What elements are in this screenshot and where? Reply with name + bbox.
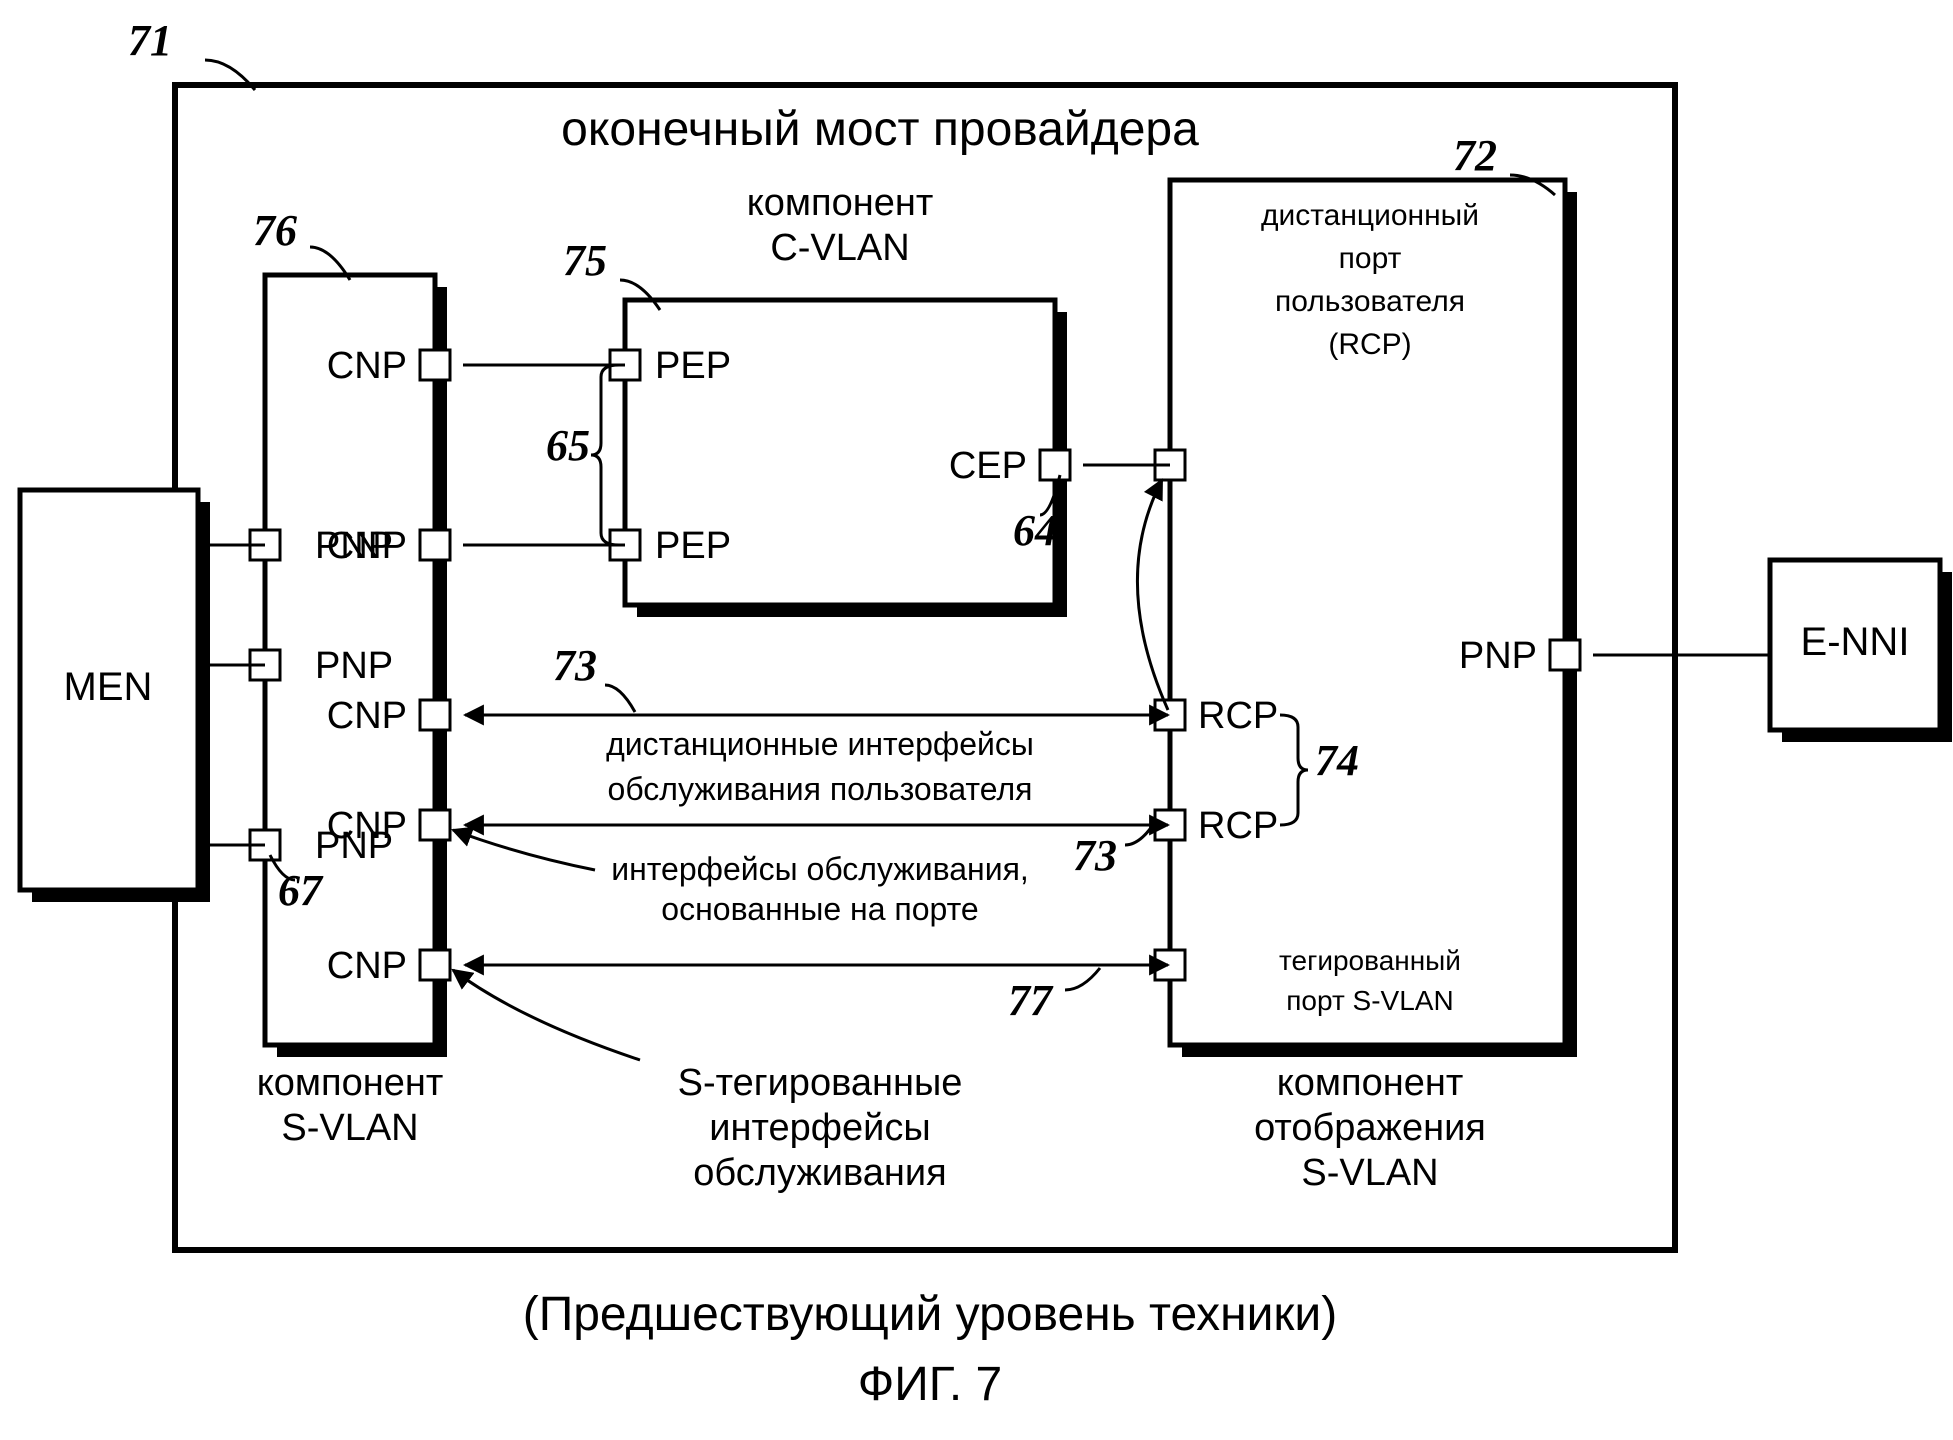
svg-text:интерфейсы обслуживания,: интерфейсы обслуживания,: [611, 851, 1029, 887]
svg-text:CEP: CEP: [949, 445, 1027, 487]
svg-text:компонент: компонент: [257, 1062, 444, 1104]
svg-text:обслуживания пользователя: обслуживания пользователя: [608, 771, 1033, 807]
svg-text:E-NNI: E-NNI: [1801, 620, 1910, 664]
svg-text:73: 73: [1073, 831, 1117, 880]
svg-text:CNP: CNP: [327, 695, 407, 737]
svg-text:C-VLAN: C-VLAN: [770, 227, 909, 269]
svg-text:CNP: CNP: [327, 805, 407, 847]
svg-text:72: 72: [1453, 131, 1497, 180]
svg-text:PNP: PNP: [315, 645, 393, 687]
svg-text:PEP: PEP: [655, 345, 731, 387]
svg-text:обслуживания: обслуживания: [693, 1152, 946, 1194]
svg-text:76: 76: [253, 206, 297, 255]
svg-text:S-VLAN: S-VLAN: [1301, 1152, 1438, 1194]
svg-text:порт S-VLAN: порт S-VLAN: [1286, 985, 1453, 1016]
svg-text:отображения: отображения: [1254, 1107, 1486, 1149]
svg-text:дистанционный: дистанционный: [1261, 199, 1479, 232]
diagram-canvas: оконечный мост провайдера 71 MEN E-NNI компо…: [0, 0, 1953, 1440]
svg-text:75: 75: [563, 236, 607, 285]
svg-text:основанные на порте: основанные на порте: [661, 891, 978, 927]
svg-text:67: 67: [278, 866, 324, 915]
svg-text:RCP: RCP: [1198, 695, 1278, 737]
svg-text:порт: порт: [1339, 242, 1402, 275]
svg-text:(RCP): (RCP): [1328, 328, 1411, 361]
svg-text:64: 64: [1013, 506, 1057, 555]
svg-text:71: 71: [128, 16, 172, 65]
svg-text:CNP: CNP: [327, 345, 407, 387]
svg-text:S-VLAN: S-VLAN: [281, 1107, 418, 1149]
svg-text:74: 74: [1315, 736, 1359, 785]
svg-text:PEP: PEP: [655, 525, 731, 567]
svg-text:(Предшествующий уровень техник: (Предшествующий уровень техники): [523, 1288, 1337, 1341]
svg-text:компонент: компонент: [747, 182, 934, 224]
svg-text:MEN: MEN: [64, 665, 153, 709]
svg-text:дистанционные интерфейсы: дистанционные интерфейсы: [606, 726, 1034, 762]
svg-text:73: 73: [553, 641, 597, 690]
svg-text:PNP: PNP: [1459, 635, 1537, 677]
svg-text:CNP: CNP: [327, 945, 407, 987]
svg-text:S-тегированные: S-тегированные: [678, 1062, 963, 1104]
svg-text:CNP: CNP: [327, 525, 407, 567]
svg-text:компонент: компонент: [1277, 1062, 1464, 1104]
svg-text:77: 77: [1008, 976, 1054, 1025]
svg-text:RCP: RCP: [1198, 805, 1278, 847]
svg-text:интерфейсы: интерфейсы: [709, 1107, 930, 1149]
svg-text:пользователя: пользователя: [1275, 285, 1465, 318]
svg-text:оконечный мост провайдера: оконечный мост провайдера: [561, 103, 1199, 156]
svg-text:тегированный: тегированный: [1279, 945, 1461, 976]
svg-text:65: 65: [546, 421, 590, 470]
svg-text:ФИГ. 7: ФИГ. 7: [858, 1358, 1003, 1411]
